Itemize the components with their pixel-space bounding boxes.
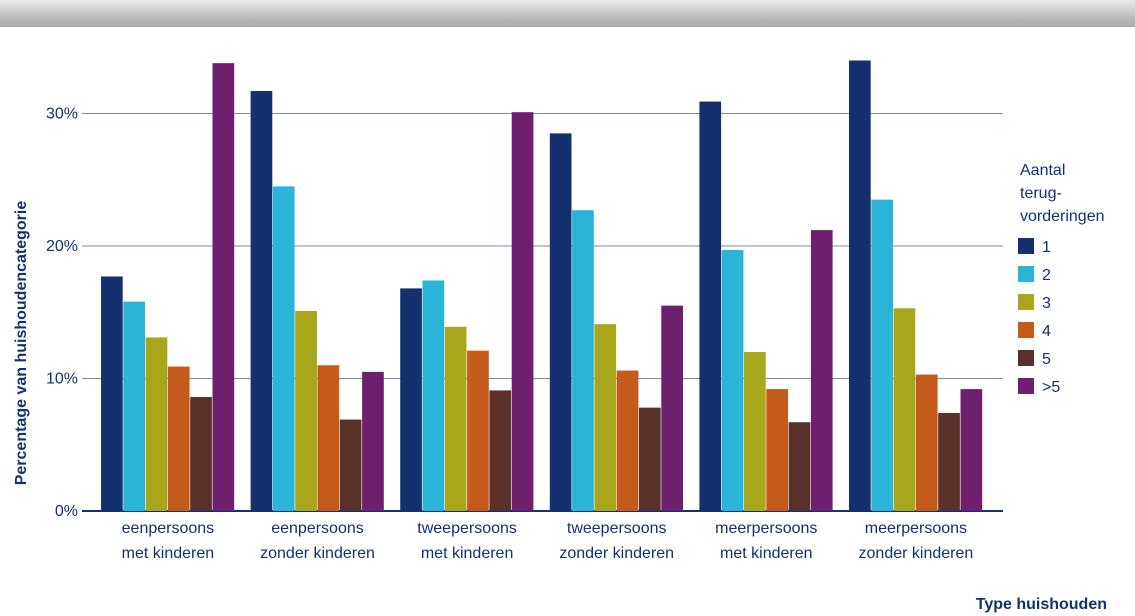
x-category-label: met kinderen [421, 545, 514, 562]
bar [444, 326, 467, 511]
x-axis-title: Type huishouden [976, 596, 1107, 613]
legend-label: 2 [1042, 267, 1051, 284]
y-tick-label: 0% [55, 503, 78, 520]
y-tick-label: 30% [46, 106, 78, 123]
x-category-label: meerpersoons [715, 520, 817, 537]
bar [101, 276, 123, 511]
x-category-label: zonder kinderen [859, 545, 974, 562]
bar [594, 324, 617, 511]
x-category-label: met kinderen [720, 545, 813, 562]
bar [467, 350, 489, 511]
x-category-labels: eenpersoons met kinderen eenpersoons zonder… [122, 520, 974, 562]
bar [549, 133, 572, 511]
legend-title: vorderingen [1020, 208, 1105, 225]
x-category-label: zonder kinderen [559, 545, 674, 562]
x-category-label: eenpersoons [122, 520, 215, 537]
bar [744, 352, 766, 511]
bar [960, 389, 983, 511]
bar [938, 412, 960, 511]
legend-label: >5 [1042, 379, 1060, 396]
x-category-label: met kinderen [122, 545, 215, 562]
bar [362, 371, 384, 511]
bar [572, 210, 594, 511]
bar [489, 390, 512, 511]
bar [212, 63, 235, 512]
x-category-label: tweepersoons [567, 520, 667, 537]
y-tick-label: 20% [46, 238, 78, 255]
legend-label: 4 [1042, 323, 1051, 340]
bar [616, 370, 639, 511]
y-tick-label: 10% [46, 371, 78, 388]
bar [788, 422, 811, 511]
bar [145, 337, 168, 511]
y-tick-labels: 0% 10% 20% 30% [46, 106, 78, 521]
bar [422, 280, 445, 511]
x-category-label: eenpersoons [271, 520, 364, 537]
legend-label: 5 [1042, 351, 1051, 368]
bar [272, 186, 295, 511]
bar [250, 90, 273, 511]
bar [339, 419, 362, 511]
bar-series [101, 60, 983, 512]
legend-swatch [1018, 266, 1034, 282]
bar [511, 112, 534, 512]
bar [639, 407, 661, 511]
bar [915, 374, 938, 511]
bar [871, 199, 893, 511]
legend-label: 1 [1042, 239, 1051, 256]
bar [317, 365, 340, 511]
bar [661, 305, 683, 511]
bar [699, 101, 722, 511]
bar [295, 310, 317, 511]
legend-swatch [1018, 350, 1034, 366]
legend-swatch [1018, 378, 1034, 394]
top-banner [0, 0, 1135, 27]
legend: Aantal terug-vorderingen 1 2 3 4 5 >5 [1018, 162, 1105, 396]
bar [190, 397, 212, 511]
bar [893, 308, 916, 511]
legend-title: terug- [1020, 185, 1062, 202]
legend-swatch [1018, 322, 1034, 338]
bar [721, 249, 744, 511]
x-category-label: zonder kinderen [260, 545, 375, 562]
bar [167, 366, 190, 511]
legend-title: Aantal [1020, 162, 1065, 179]
bar [810, 230, 833, 511]
y-axis-title: Percentage van huishoudencategorie [13, 201, 30, 486]
bar [400, 288, 422, 511]
legend-swatch [1018, 294, 1034, 310]
legend-swatch [1018, 238, 1034, 254]
bar [123, 301, 145, 511]
x-category-label: tweepersoons [417, 520, 517, 537]
legend-label: 3 [1042, 295, 1051, 312]
x-category-label: meerpersoons [865, 520, 967, 537]
bar [766, 389, 788, 511]
bar [849, 60, 871, 511]
